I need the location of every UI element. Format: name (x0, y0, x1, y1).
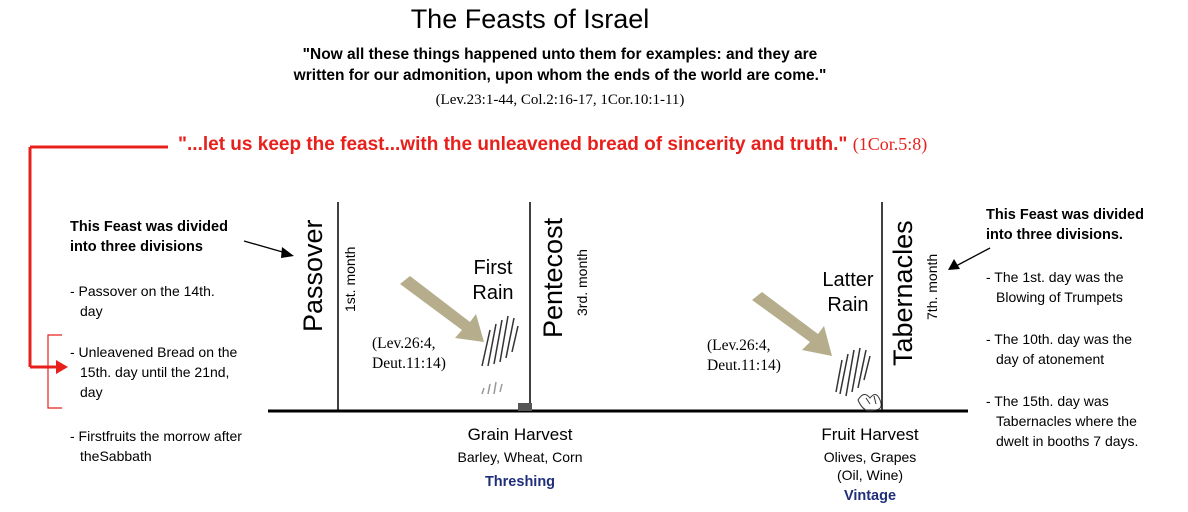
quote-references: (Lev.23:1-44, Col.2:16-17, 1Cor.10:1-11) (435, 92, 685, 108)
list-item-line: day (80, 303, 103, 319)
list-item-line: day of atonement (996, 351, 1105, 367)
fruit-harvest-crops-line-1: Olives, Grapes (823, 449, 917, 465)
list-item-line: Tabernacles where the (996, 413, 1137, 429)
red-connector-arrow (28, 145, 168, 369)
left-note-heading-line-1: This Feast was divided (70, 219, 228, 235)
list-item-line: - The 10th. day was the (986, 331, 1133, 347)
fruit-harvest-title: Fruit Harvest (821, 425, 919, 444)
right-pointer-arrow (948, 247, 991, 270)
quote-line-2: written for our admonition, upon whom th… (293, 67, 827, 84)
red-bracket (47, 334, 62, 409)
fruit-harvest: Fruit Harvest Olives, Grapes (Oil, Wine)… (770, 425, 970, 504)
fruit-harvest-season: Vintage (843, 488, 897, 504)
latter-rain-arrow (752, 292, 832, 356)
tabernacles-label: Tabernacles (888, 220, 918, 366)
grain-harvest-title: Grain Harvest (467, 425, 573, 444)
list-item-line: - Unleavened Bread on the (70, 344, 238, 360)
list-item-line: Blowing of Trumpets (996, 289, 1123, 305)
grain-harvest-season: Threshing (484, 474, 556, 490)
red-quote-text: "...let us keep the feast...with the unl… (178, 134, 848, 155)
page-title: The Feasts of Israel (410, 4, 650, 34)
list-item-line: dwelt in booths 7 days. (996, 433, 1139, 449)
right-note-item-tabernacles: - The 15th. day was Tabernacles where th… (986, 391, 1138, 451)
left-note-item-firstfruits: - Firstfruits the morrow after theSabbat… (70, 426, 242, 466)
latter-rain-streaks (835, 347, 871, 397)
first-rain-label: First Rain (462, 256, 524, 306)
passover-label: Passover (298, 219, 328, 332)
list-item-line: day (80, 384, 103, 400)
right-note-heading-line-1: This Feast was divided (986, 207, 1144, 223)
right-note-heading: This Feast was divided into three divisi… (986, 205, 1144, 245)
left-note-item-passover: - Passover on the 14th. day (70, 281, 215, 321)
left-note-heading-line-2: into three divisions (70, 239, 203, 255)
grain-harvest: Grain Harvest Barley, Wheat, Corn Thresh… (410, 425, 630, 490)
list-item-line: 15th. day until the 21nd, (80, 364, 230, 380)
quote-line-1: "Now all these things happened unto them… (302, 46, 818, 63)
first-rain-streaks (481, 315, 519, 395)
tabernacles-month: 7th. month (924, 253, 940, 320)
first-rain-ref-line-1: (Lev.26:4, (372, 335, 436, 352)
latter-rain-ref-line-2: Deut.11:14) (707, 357, 781, 374)
list-item-line: - Passover on the 14th. (70, 283, 215, 299)
first-rain-line-2: Rain (472, 282, 514, 304)
first-rain-line-1: First (473, 257, 513, 279)
right-note-item-atonement: - The 10th. day was the day of atonement (986, 329, 1132, 369)
pentecost-label: Pentecost (538, 217, 568, 338)
red-quote: "...let us keep the feast...with the unl… (178, 134, 927, 156)
left-note-heading: This Feast was divided into three divisi… (70, 217, 228, 257)
latter-rain-reference: (Lev.26:4, Deut.11:14) (707, 336, 781, 376)
first-rain-ref-line-2: Deut.11:14) (372, 355, 446, 372)
first-rain-reference: (Lev.26:4, Deut.11:14) (372, 334, 446, 374)
right-note-item-trumpets: - The 1st. day was the Blowing of Trumpe… (986, 267, 1123, 307)
latter-rain-line-2: Rain (827, 294, 869, 316)
latter-rain-ref-line-1: (Lev.26:4, (707, 337, 771, 354)
list-item-line: - The 1st. day was the (986, 269, 1124, 285)
list-item-line: - Firstfruits the morrow after (70, 428, 242, 444)
fruit-harvest-crops-line-2: (Oil, Wine) (836, 467, 904, 483)
grain-harvest-crops: Barley, Wheat, Corn (457, 449, 583, 465)
latter-rain-label: Latter Rain (812, 268, 884, 318)
pentecost-month: 3rd. month (574, 249, 590, 316)
scripture-quote: "Now all these things happened unto them… (200, 44, 920, 86)
list-item-line: theSabbath (80, 448, 152, 464)
right-note-heading-line-2: into three divisions. (986, 227, 1123, 243)
red-arrow-head (56, 360, 68, 374)
list-item-line: - The 15th. day was (986, 393, 1109, 409)
red-quote-ref: (1Cor.5:8) (852, 134, 928, 154)
passover-month: 1st. month (342, 246, 358, 312)
latter-rain-line-1: Latter (822, 269, 874, 291)
left-pointer-arrow (243, 240, 294, 258)
grain-bundle (518, 403, 532, 411)
first-rain-arrow (400, 276, 484, 342)
left-note-item-unleavened-bread: - Unleavened Bread on the 15th. day unti… (70, 342, 237, 402)
fruit-sketch (857, 394, 882, 412)
